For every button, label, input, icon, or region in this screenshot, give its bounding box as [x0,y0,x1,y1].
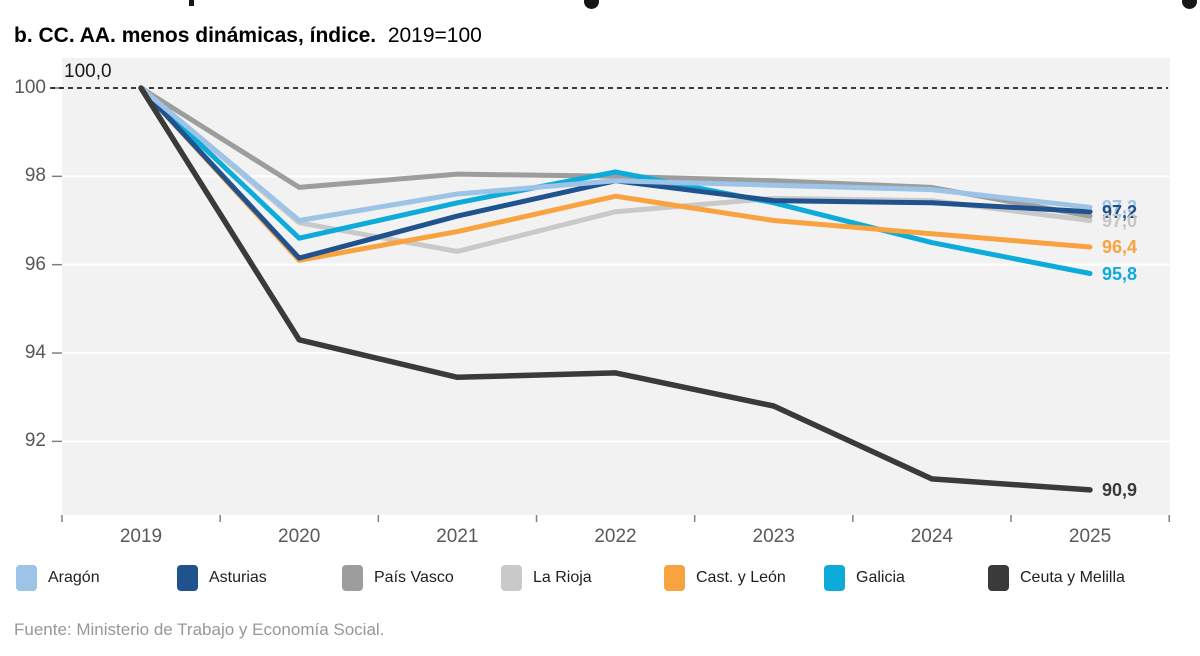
y-axis-label: 98 [24,165,46,187]
series-line-ceuta-y-melilla [138,85,1093,493]
legend-item: Aragón [16,563,100,593]
end-value-label: 96,4 [1102,237,1138,257]
cropped-title-fragment [584,0,600,9]
x-axis-label: 2020 [278,526,321,547]
end-value-label: 97,3 [1102,197,1138,218]
chart-subtitle-index: 2019=100 [387,24,482,47]
legend-item: Cast. y León [664,563,786,593]
end-value-label: 95,8 [1102,263,1138,284]
x-axis-label: 2021 [436,526,479,547]
end-value-label: 97,2 [1102,201,1138,222]
series-line-galicia [138,85,1093,276]
series-line-arag-n [138,85,1093,223]
y-axis-label: 92 [24,430,46,452]
legend-label: Cast. y León [696,569,786,586]
cropped-title-fragment [189,0,194,6]
x-axis-label: 2022 [594,526,637,547]
cropped-letter-shape [1182,0,1197,9]
legend-label: País Vasco [374,569,454,586]
legend-swatch [664,565,685,591]
chart-subtitle-bold: b. CC. AA. menos dinámicas, índice. [14,24,377,47]
y-axis-label: 96 [24,253,46,275]
legend-label: Asturias [209,569,267,586]
legend-label: La Rioja [533,569,592,586]
y-axis-label: 94 [24,342,46,364]
x-axis-label: 2019 [119,526,163,547]
legend-swatch [177,565,198,591]
cropped-title-fragment [1182,0,1197,9]
legend-swatch [16,565,37,591]
legend-label: Aragón [48,569,100,586]
legend-item: Galicia [824,563,905,593]
x-axis-label: 2025 [1068,526,1112,547]
end-value-label: 97,0 [1102,210,1138,231]
legend-swatch [342,565,363,591]
x-axis-label: 2023 [752,526,795,547]
cropped-letter-shape [584,0,599,9]
chart-subtitle: b. CC. AA. menos dinámicas, índice. 2019… [14,24,482,48]
x-axis-label: 2024 [910,526,953,547]
legend-label: Galicia [856,569,905,586]
legend-item: Ceuta y Melilla [988,563,1125,593]
plot-area [62,58,1170,515]
legend-label: Ceuta y Melilla [1020,569,1125,586]
legend: Aragón Asturias País Vasco La Rioja Cast. y … [0,563,1200,595]
legend-item: País Vasco [342,563,454,593]
legend-item: Asturias [177,563,267,593]
y-axis-label: 100 [14,77,46,98]
source-note: Fuente: Ministerio de Trabajo y Economía… [14,620,385,639]
baseline-value-label: 100,0 [64,61,112,82]
legend-swatch [988,565,1009,591]
legend-swatch [824,565,845,591]
legend-swatch [501,565,522,591]
legend-item: La Rioja [501,563,592,593]
end-value-label: 90,9 [1102,479,1138,500]
